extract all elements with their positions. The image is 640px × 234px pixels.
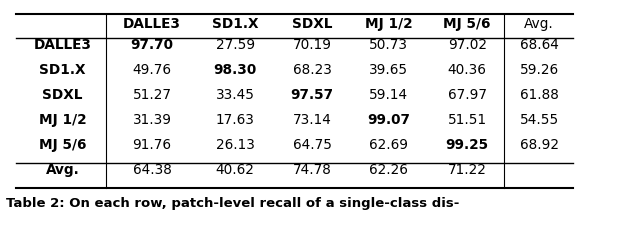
Text: MJ 5/6: MJ 5/6 bbox=[38, 138, 86, 152]
Text: Table 2: On each row, patch-level recall of a single-class dis-: Table 2: On each row, patch-level recall… bbox=[6, 197, 460, 210]
Text: DALLE3: DALLE3 bbox=[33, 38, 92, 52]
Text: MJ 1/2: MJ 1/2 bbox=[38, 113, 86, 127]
Text: SD1.X: SD1.X bbox=[212, 17, 259, 31]
Text: 68.64: 68.64 bbox=[520, 38, 559, 52]
Text: 33.45: 33.45 bbox=[216, 88, 255, 102]
Text: 54.55: 54.55 bbox=[520, 113, 559, 127]
Text: 64.75: 64.75 bbox=[292, 138, 332, 152]
Text: MJ 1/2: MJ 1/2 bbox=[365, 17, 413, 31]
Text: 39.65: 39.65 bbox=[369, 63, 408, 77]
Text: 71.22: 71.22 bbox=[448, 163, 486, 177]
Text: 51.51: 51.51 bbox=[447, 113, 487, 127]
Text: 62.69: 62.69 bbox=[369, 138, 408, 152]
Text: 97.70: 97.70 bbox=[131, 38, 173, 52]
Text: 40.62: 40.62 bbox=[216, 163, 255, 177]
Text: 40.36: 40.36 bbox=[448, 63, 486, 77]
Text: 68.92: 68.92 bbox=[520, 138, 559, 152]
Text: 97.02: 97.02 bbox=[448, 38, 486, 52]
Text: 49.76: 49.76 bbox=[132, 63, 172, 77]
Text: 67.97: 67.97 bbox=[448, 88, 486, 102]
Text: MJ 5/6: MJ 5/6 bbox=[444, 17, 491, 31]
Text: DALLE3: DALLE3 bbox=[123, 17, 181, 31]
Text: Avg.: Avg. bbox=[524, 17, 554, 31]
Text: 27.59: 27.59 bbox=[216, 38, 255, 52]
Text: 59.14: 59.14 bbox=[369, 88, 408, 102]
Text: SDXL: SDXL bbox=[292, 17, 332, 31]
Text: 64.38: 64.38 bbox=[132, 163, 172, 177]
Text: SD1.X: SD1.X bbox=[39, 63, 86, 77]
Text: 31.39: 31.39 bbox=[132, 113, 172, 127]
Text: SDXL: SDXL bbox=[42, 88, 83, 102]
Text: 97.57: 97.57 bbox=[291, 88, 333, 102]
Text: 17.63: 17.63 bbox=[216, 113, 255, 127]
Text: 51.27: 51.27 bbox=[132, 88, 172, 102]
Text: 59.26: 59.26 bbox=[520, 63, 559, 77]
Text: 73.14: 73.14 bbox=[292, 113, 332, 127]
Text: 99.07: 99.07 bbox=[367, 113, 410, 127]
Text: 68.23: 68.23 bbox=[292, 63, 332, 77]
Text: 50.73: 50.73 bbox=[369, 38, 408, 52]
Text: 74.78: 74.78 bbox=[292, 163, 332, 177]
Text: 70.19: 70.19 bbox=[292, 38, 332, 52]
Text: 26.13: 26.13 bbox=[216, 138, 255, 152]
Text: 62.26: 62.26 bbox=[369, 163, 408, 177]
Text: Avg.: Avg. bbox=[45, 163, 79, 177]
Text: 91.76: 91.76 bbox=[132, 138, 172, 152]
Text: 98.30: 98.30 bbox=[214, 63, 257, 77]
Text: 99.25: 99.25 bbox=[445, 138, 489, 152]
Text: 61.88: 61.88 bbox=[520, 88, 559, 102]
